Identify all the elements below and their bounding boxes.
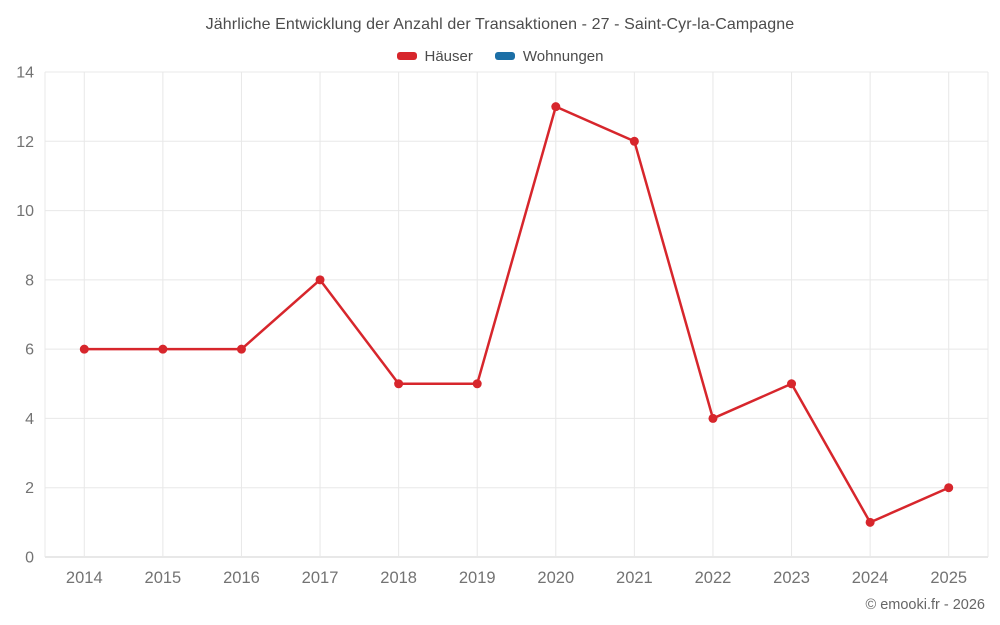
x-tick-label: 2015 — [145, 569, 182, 587]
data-point-häuser-2019[interactable] — [472, 379, 482, 389]
x-tick-label: 2023 — [773, 569, 810, 587]
footer-credit: © emooki.fr - 2026 — [865, 597, 985, 613]
x-tick-label: 2024 — [852, 569, 889, 587]
y-tick-label: 4 — [25, 411, 34, 428]
data-point-häuser-2014[interactable] — [79, 344, 89, 354]
series-line-häuser — [83, 105, 950, 524]
hauser-series-swatch-icon — [396, 52, 417, 60]
x-tick-label: 2014 — [66, 569, 103, 587]
y-tick-label: 8 — [25, 272, 34, 289]
data-point-häuser-2015[interactable] — [158, 344, 168, 354]
data-point-häuser-2025[interactable] — [944, 483, 954, 493]
x-tick-label: 2018 — [380, 569, 417, 587]
legend-label-wohnungen: Wohnungen — [522, 47, 604, 65]
wohnungen-series-swatch-icon — [494, 52, 515, 60]
x-tick-label: 2016 — [223, 569, 260, 587]
legend-label-hauser: Häuser — [424, 47, 473, 65]
data-point-häuser-2017[interactable] — [315, 275, 325, 285]
chart-legend: Häuser Wohnungen — [0, 46, 1000, 66]
data-point-häuser-2023[interactable] — [787, 379, 797, 389]
y-tick-label: 12 — [16, 134, 34, 151]
legend-item-hauser[interactable]: Häuser — [396, 47, 473, 65]
legend-item-wohnungen[interactable]: Wohnungen — [494, 47, 604, 65]
x-tick-label: 2019 — [459, 569, 496, 587]
chart-title: Jährliche Entwicklung der Anzahl der Tra… — [205, 16, 795, 33]
y-tick-label: 14 — [16, 65, 34, 82]
x-tick-label: 2021 — [616, 569, 653, 587]
data-point-häuser-2018[interactable] — [394, 379, 404, 389]
x-tick-label: 2020 — [537, 569, 574, 587]
data-point-häuser-2024[interactable] — [865, 517, 875, 527]
x-tick-label: 2017 — [302, 569, 339, 587]
data-point-häuser-2016[interactable] — [236, 344, 246, 354]
data-point-häuser-2020[interactable] — [551, 102, 561, 112]
data-point-häuser-2022[interactable] — [708, 413, 718, 423]
y-tick-label: 0 — [25, 550, 34, 567]
y-tick-label: 10 — [16, 203, 34, 220]
y-tick-label: 6 — [25, 342, 34, 359]
data-point-häuser-2021[interactable] — [629, 136, 639, 146]
x-tick-label: 2022 — [695, 569, 732, 587]
x-tick-label: 2025 — [930, 569, 967, 587]
y-tick-label: 2 — [25, 480, 34, 497]
